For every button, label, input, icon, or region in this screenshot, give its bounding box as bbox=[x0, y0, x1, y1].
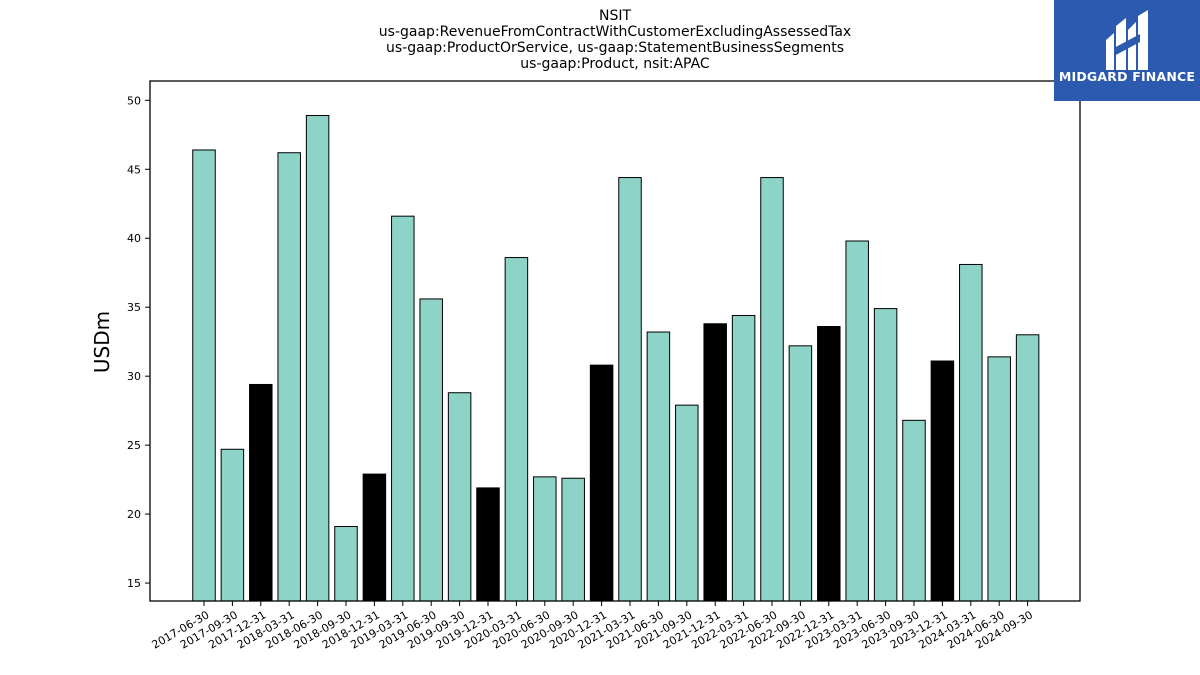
midgard-finance-logo: MIDGARD FINANCE bbox=[1054, 0, 1200, 101]
bar bbox=[703, 323, 727, 602]
bar bbox=[533, 476, 557, 602]
logo-text: MIDGARD FINANCE bbox=[1058, 69, 1196, 84]
bar bbox=[618, 177, 642, 602]
bar bbox=[277, 152, 301, 602]
bar bbox=[760, 177, 784, 602]
bar bbox=[220, 448, 245, 602]
bar bbox=[362, 473, 387, 602]
bar bbox=[731, 314, 756, 602]
chart-title-line: us-gaap:Product, nsit:APAC bbox=[520, 56, 710, 72]
bar bbox=[504, 257, 529, 602]
y-tick-label: 35 bbox=[127, 301, 141, 314]
bar bbox=[675, 404, 699, 602]
y-tick-label: 25 bbox=[127, 439, 141, 452]
bar bbox=[930, 360, 955, 602]
y-tick-label: 45 bbox=[127, 163, 141, 176]
y-tick-label: 50 bbox=[127, 94, 141, 107]
logo-mark-icon bbox=[1106, 10, 1148, 70]
bar bbox=[334, 526, 358, 602]
bar bbox=[902, 419, 926, 602]
y-tick-label: 15 bbox=[127, 577, 141, 590]
bar bbox=[817, 326, 841, 602]
bar bbox=[845, 240, 869, 602]
plot-frame bbox=[149, 80, 1081, 602]
bar bbox=[192, 149, 216, 602]
chart-title-line: us-gaap:ProductOrService, us-gaap:Statem… bbox=[385, 40, 844, 56]
bar bbox=[589, 364, 614, 602]
y-tick-label: 20 bbox=[127, 508, 141, 521]
bar bbox=[561, 477, 585, 602]
bar bbox=[305, 114, 330, 602]
bar bbox=[419, 298, 443, 602]
bar bbox=[959, 263, 983, 602]
bar bbox=[987, 356, 1011, 602]
bar bbox=[788, 345, 813, 602]
bar bbox=[1015, 334, 1040, 602]
bar bbox=[476, 487, 500, 602]
y-tick-label: 30 bbox=[127, 370, 141, 383]
bar bbox=[873, 308, 898, 602]
chart-title-line: NSIT bbox=[598, 8, 632, 24]
bar bbox=[391, 215, 415, 602]
bar bbox=[646, 331, 671, 602]
bar bbox=[447, 392, 472, 602]
chart-title-line: us-gaap:RevenueFromContractWithCustomerE… bbox=[378, 24, 852, 40]
bar bbox=[249, 383, 273, 602]
y-tick-label: 40 bbox=[127, 232, 141, 245]
y-axis-label: USDm bbox=[90, 311, 114, 373]
